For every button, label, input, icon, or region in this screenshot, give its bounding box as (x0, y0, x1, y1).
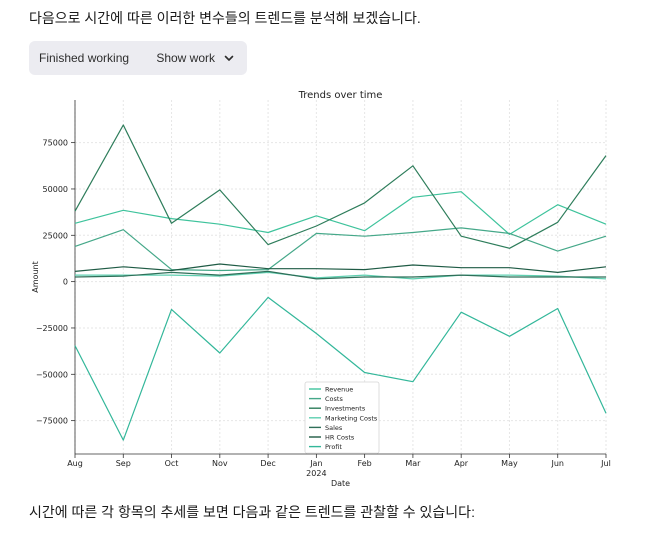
series-line (74, 296, 607, 441)
x-axis-label: Date (331, 479, 350, 488)
x-tick-label: Oct (165, 459, 179, 468)
legend-box (304, 381, 380, 454)
work-status-title: Finished working (39, 51, 130, 65)
trends-chart: −75000 −50000 −25000 0 25000 50000 75000 Aug Sep… (29, 86, 616, 488)
outro-text: 시간에 따른 각 항목의 추세를 보면 다음과 같은 트렌드를 관찰할 수 있습… (29, 504, 475, 520)
x-tick-label: Jul (600, 459, 611, 468)
series-line (74, 270, 606, 280)
chart-title: Trends over time (298, 90, 383, 101)
legend-label: Sales (325, 424, 343, 432)
legend-label: Revenue (325, 386, 353, 394)
intro-text: 다음으로 시간에 따른 이러한 변수들의 트렌드를 분석해 보겠습니다. (29, 10, 421, 26)
x-tick-sublabel: 2024 (306, 469, 326, 478)
x-tick-label: Jan (309, 459, 322, 468)
y-tick-label: 0 (63, 278, 68, 287)
y-tick-label: −25000 (36, 324, 68, 333)
x-tick-label: Apr (454, 459, 469, 468)
series-line (74, 263, 607, 273)
y-tick-label: 25000 (43, 231, 68, 240)
chevron-down-icon (224, 55, 234, 61)
x-tick-label: Dec (260, 459, 275, 468)
x-tick-label: Jun (550, 459, 564, 468)
y-axis-label: Amount (31, 261, 40, 292)
legend-label: Profit (325, 443, 342, 451)
series-line (74, 227, 607, 272)
x-tick-label: Feb (358, 459, 372, 468)
x-tick-label: May (501, 459, 518, 468)
legend-label: Costs (325, 395, 343, 403)
show-work-button[interactable]: Show work (156, 51, 235, 65)
legend-label: Marketing Costs (325, 414, 378, 422)
x-tick-label: Aug (67, 459, 83, 468)
x-tick-label: Nov (212, 459, 228, 468)
legend-label: Investments (325, 405, 366, 413)
show-work-label: Show work (156, 51, 215, 65)
y-tick-label: −75000 (36, 417, 68, 426)
y-tick-label: 50000 (43, 185, 68, 194)
y-tick-label: 75000 (43, 139, 68, 148)
x-tick-label: Mar (405, 459, 421, 468)
series-line (75, 271, 607, 280)
series-line (74, 124, 607, 249)
work-status-panel: Finished working Show work (29, 41, 247, 75)
series-line (74, 191, 607, 235)
y-tick-label: −50000 (36, 370, 68, 379)
legend-label: HR Costs (325, 434, 355, 442)
x-tick-label: Sep (116, 459, 131, 468)
trends-chart-svg: −75000 −50000 −25000 0 25000 50000 75000 Aug Sep… (31, 90, 611, 488)
